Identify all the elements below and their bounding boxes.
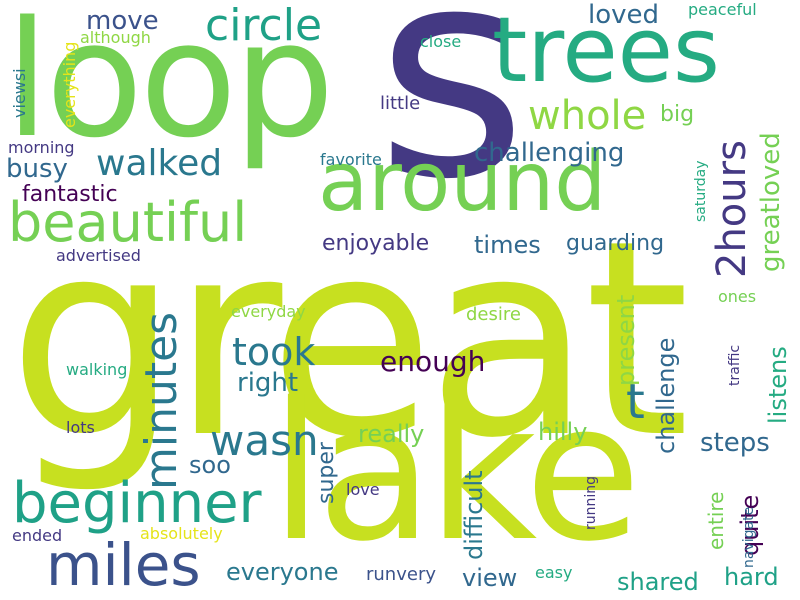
word-fantastic: fantastic	[22, 182, 118, 207]
word-2hours: 2hours	[709, 140, 755, 278]
word-shared: shared	[617, 568, 699, 596]
word-busy: busy	[6, 154, 68, 184]
word-entire: entire	[704, 491, 728, 550]
word-times: times	[474, 231, 541, 259]
word-trees: trees	[492, 0, 720, 103]
word-really: really	[358, 420, 425, 448]
word-guarding: guarding	[566, 231, 665, 256]
word-walking: walking	[66, 360, 128, 379]
word-enough: enough	[380, 345, 486, 378]
word-super: super	[314, 442, 339, 504]
word-whole: whole	[528, 93, 647, 139]
word-little: little	[380, 93, 421, 114]
word-morning: morning	[8, 138, 75, 157]
word-minutes: minutes	[136, 311, 187, 490]
word-loved: loved	[588, 0, 660, 30]
word-traffic: traffic	[727, 344, 743, 386]
word-enjoyable: enjoyable	[322, 231, 430, 256]
word-greatloved: greatloved	[756, 132, 786, 272]
word-ended: ended	[12, 526, 63, 545]
word-close: close	[420, 32, 462, 51]
word-running: running	[583, 475, 599, 530]
word-beginner: beginner	[12, 471, 262, 536]
word-navigate: navigate	[741, 506, 757, 568]
word-lake: lake	[270, 362, 641, 583]
word-present: present	[612, 294, 640, 386]
word-ones: ones	[718, 287, 757, 306]
word-around: around	[318, 135, 607, 230]
word-desire: desire	[466, 304, 521, 325]
word-advertised: advertised	[56, 246, 141, 265]
word-miles: miles	[46, 531, 201, 599]
word-love: love	[346, 480, 380, 499]
word-move: move	[86, 6, 159, 36]
word-everything: everything	[60, 41, 79, 128]
word-listens: listens	[764, 346, 792, 424]
word-took: took	[232, 330, 316, 374]
word-great: great	[8, 182, 690, 497]
word-challenge: challenge	[652, 337, 680, 454]
word-saturday: saturday	[693, 160, 709, 223]
word-lots: lots	[66, 418, 95, 437]
word-hilly: hilly	[538, 418, 588, 446]
word-loop: loop	[5, 0, 335, 173]
word-view: view	[462, 564, 518, 592]
word-favorite: favorite	[320, 150, 382, 169]
word-big: big	[660, 102, 695, 127]
word-challenging: challenging	[474, 138, 625, 168]
word-right: right	[237, 368, 299, 398]
word-s: s	[376, 0, 528, 243]
word-steps: steps	[700, 428, 770, 458]
word-everyday: everyday	[231, 302, 306, 321]
word-walked: walked	[96, 143, 223, 184]
word-absolutely: absolutely	[140, 524, 223, 543]
word-peaceful: peaceful	[688, 0, 757, 19]
word-circle: circle	[205, 0, 323, 51]
word-runvery: runvery	[366, 564, 436, 585]
word-t: t	[626, 374, 645, 430]
word-easy: easy	[535, 563, 573, 582]
word-beautiful: beautiful	[8, 191, 248, 254]
word-difficult: difficult	[460, 470, 488, 560]
word-soo: soo	[189, 451, 231, 479]
word-hard: hard	[724, 563, 779, 591]
word-viewsi: viewsi	[10, 68, 29, 118]
word-wasn: wasn	[210, 416, 319, 465]
word-everyone: everyone	[226, 558, 339, 586]
word-although: although	[80, 28, 151, 47]
